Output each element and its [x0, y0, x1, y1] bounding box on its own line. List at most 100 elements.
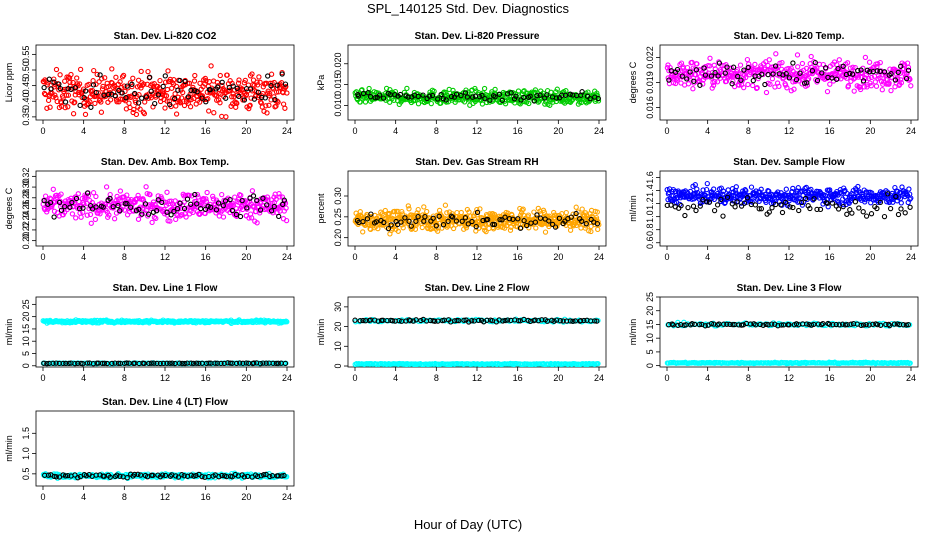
data-point [472, 85, 478, 92]
data-point [210, 196, 217, 202]
data-point [362, 99, 369, 105]
x-tick-label: 24 [906, 373, 916, 383]
data-point [408, 223, 414, 229]
chart-title: Stan. Dev. Line 1 Flow [113, 283, 218, 294]
data-point [93, 89, 99, 96]
data-point [716, 60, 723, 66]
data-point [93, 193, 99, 200]
data-point [193, 360, 200, 366]
data-point [77, 66, 84, 73]
data-point [782, 82, 789, 88]
data-point [254, 197, 260, 204]
data-point [520, 206, 526, 212]
data-point [697, 203, 703, 209]
data-point [553, 89, 559, 95]
data-point [477, 206, 483, 212]
y-tick-label: 0.20 [21, 232, 31, 250]
data-point [129, 83, 135, 90]
data-point [260, 195, 266, 201]
data-points [664, 51, 914, 96]
data-point [76, 81, 83, 87]
y-tick-label: 0.24 [21, 210, 31, 228]
y-tick-label: 15 [645, 319, 655, 329]
data-point [449, 214, 456, 220]
data-point [458, 209, 464, 216]
data-point [175, 87, 181, 93]
y-tick-label: 0.010 [333, 94, 343, 117]
data-point [87, 99, 93, 105]
data-point [220, 202, 226, 209]
data-point [85, 192, 92, 199]
data-point [458, 92, 464, 99]
data-point [691, 321, 698, 328]
data-point [74, 75, 80, 81]
data-point [567, 227, 574, 233]
data-point [902, 210, 908, 216]
data-point [146, 360, 152, 367]
data-point [749, 199, 755, 205]
y-axis-label: ml/min [316, 319, 326, 346]
data-point [418, 317, 424, 324]
data-point [819, 70, 825, 76]
data-point [133, 111, 140, 118]
data-point [229, 80, 235, 87]
data-point [141, 81, 147, 87]
data-point [533, 225, 539, 231]
y-tick-label: 25 [645, 292, 655, 302]
data-point [58, 207, 65, 213]
data-point [208, 63, 214, 69]
data-point [863, 213, 870, 219]
x-tick-label: 16 [513, 126, 523, 136]
y-tick-label: 20 [21, 312, 31, 322]
data-point [202, 206, 209, 212]
data-point [894, 321, 900, 327]
x-tick-label: 20 [865, 126, 875, 136]
data-point [169, 360, 175, 366]
data-point [721, 321, 727, 327]
x-tick-label: 12 [160, 252, 170, 262]
data-point [355, 93, 362, 99]
data-point [790, 204, 796, 211]
data-point [111, 216, 118, 222]
data-point [396, 317, 402, 324]
data-point [106, 212, 112, 218]
data-point [263, 360, 269, 366]
x-tick-label: 16 [201, 492, 211, 502]
data-point [229, 94, 235, 100]
data-point [171, 77, 177, 83]
chart-panel-4: Stan. Dev. Amb. Box Temp.0 4 8 12 16 20 240.20… [4, 157, 295, 262]
data-point [868, 211, 875, 217]
data-point [464, 94, 471, 100]
data-point [773, 51, 779, 57]
data-point [799, 81, 805, 87]
data-point [53, 192, 60, 198]
data-point [756, 206, 762, 212]
data-point [867, 80, 873, 86]
data-point [365, 90, 371, 96]
data-point [76, 205, 83, 212]
data-point [752, 202, 759, 208]
data-point [277, 194, 283, 200]
data-point [376, 92, 383, 98]
data-point [229, 207, 236, 214]
data-point [874, 68, 880, 74]
data-point [594, 221, 601, 227]
data-point [263, 103, 269, 109]
data-point [186, 80, 193, 86]
data-point [139, 95, 145, 101]
data-point [151, 360, 157, 366]
data-point [135, 216, 142, 222]
data-point [729, 81, 735, 87]
data-point [168, 212, 174, 218]
data-point [844, 211, 850, 217]
data-point [783, 186, 789, 192]
data-point [102, 75, 108, 81]
data-point [711, 186, 717, 192]
data-point [905, 64, 912, 71]
data-point [888, 87, 894, 94]
data-point [877, 59, 883, 66]
data-point [227, 87, 233, 93]
data-point [908, 83, 914, 89]
data-point [537, 92, 543, 98]
data-point [432, 318, 438, 324]
